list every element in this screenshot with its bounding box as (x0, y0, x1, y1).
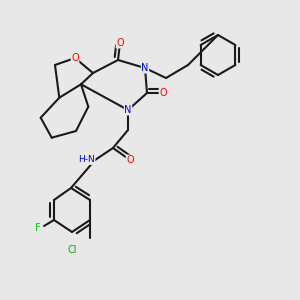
Text: O: O (71, 53, 79, 63)
Text: H-N: H-N (78, 155, 95, 164)
Text: Cl: Cl (67, 245, 77, 255)
Text: O: O (116, 38, 124, 48)
Text: O: O (159, 88, 167, 98)
Text: N: N (124, 105, 132, 115)
Text: F: F (35, 223, 41, 233)
Text: O: O (126, 155, 134, 165)
Text: N: N (141, 63, 149, 73)
